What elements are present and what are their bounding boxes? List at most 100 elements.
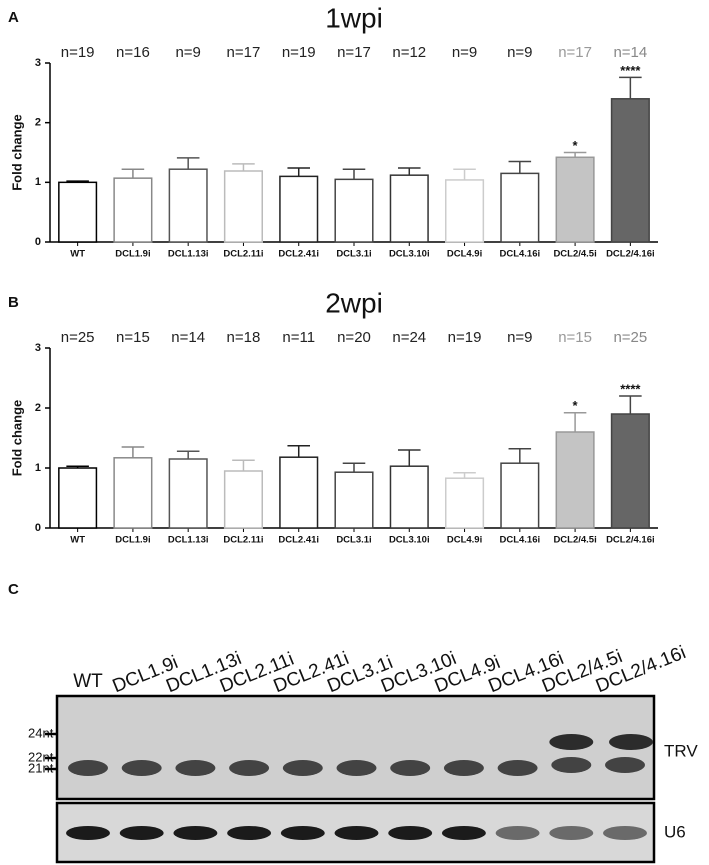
x-tick-label: DCL4.16i xyxy=(499,535,540,546)
x-tick-label: DCL2/4.16i xyxy=(606,249,655,260)
x-tick-label: DCL1.9i xyxy=(115,535,150,546)
blot-band xyxy=(441,826,486,840)
chart-title: 2wpi xyxy=(325,287,383,318)
x-tick-label: DCL3.1i xyxy=(336,535,371,546)
x-tick-label: DCL4.9i xyxy=(447,249,482,260)
n-label: n=25 xyxy=(613,329,647,346)
blot-band xyxy=(66,826,110,840)
significance: * xyxy=(573,398,579,413)
lane-label: WT xyxy=(73,671,103,692)
y-tick-label: 3 xyxy=(35,342,41,354)
blot-band xyxy=(605,757,645,773)
n-label: n=16 xyxy=(116,44,150,61)
panel-label: A xyxy=(8,9,19,26)
blot-band xyxy=(121,760,162,776)
blot-band xyxy=(603,826,647,840)
x-tick-label: DCL2/4.16i xyxy=(606,535,655,546)
n-label: n=9 xyxy=(452,44,477,61)
y-tick-label: 2 xyxy=(35,402,41,414)
x-tick-label: DCL3.1i xyxy=(336,249,371,260)
blot-band xyxy=(551,757,592,773)
x-tick-label: DCL4.16i xyxy=(499,249,540,260)
n-label: n=15 xyxy=(116,329,150,346)
n-label: n=17 xyxy=(337,44,371,61)
n-label: n=11 xyxy=(282,329,315,346)
n-label: n=9 xyxy=(175,44,200,61)
n-label: n=18 xyxy=(227,329,261,346)
bar xyxy=(445,179,485,243)
bar xyxy=(389,465,429,529)
chart-title: 1wpi xyxy=(325,2,383,33)
y-axis-label: Fold change xyxy=(9,400,24,477)
blot-band xyxy=(173,826,218,840)
bar xyxy=(223,470,263,529)
blot-band xyxy=(227,826,272,840)
blot-band xyxy=(549,734,594,750)
x-tick-label: DCL2.11i xyxy=(223,249,263,260)
row-label: U6 xyxy=(664,822,686,841)
n-label: n=12 xyxy=(392,44,426,61)
n-label: n=25 xyxy=(61,329,95,346)
x-tick-label: DCL1.9i xyxy=(115,249,150,260)
y-tick-label: 2 xyxy=(35,117,41,129)
bar xyxy=(279,175,319,243)
blot-band xyxy=(119,826,164,840)
blot-band xyxy=(443,760,484,776)
y-tick-label: 0 xyxy=(35,236,41,248)
blot-band xyxy=(609,734,653,750)
bar xyxy=(555,431,595,529)
blot-band xyxy=(280,826,325,840)
x-tick-label: DCL3.10i xyxy=(389,249,430,260)
marker-label: 22nt xyxy=(28,749,54,764)
blot-band xyxy=(68,760,108,776)
blot-band xyxy=(175,760,216,776)
x-tick-label: DCL4.9i xyxy=(447,535,482,546)
bar xyxy=(334,471,374,529)
x-tick-label: DCL1.13i xyxy=(168,535,209,546)
bar xyxy=(610,413,650,529)
n-label: n=19 xyxy=(448,329,482,346)
n-label: n=17 xyxy=(558,44,592,61)
x-tick-label: DCL2/4.5i xyxy=(553,535,596,546)
bar xyxy=(223,170,263,243)
bar xyxy=(58,181,98,243)
x-tick-label: DCL2.11i xyxy=(223,535,263,546)
bar xyxy=(113,457,153,529)
n-label: n=14 xyxy=(613,44,647,61)
marker-label: 21nt xyxy=(28,760,54,775)
blot-band xyxy=(229,760,270,776)
significance: **** xyxy=(620,63,641,78)
bar xyxy=(610,98,650,243)
y-tick-label: 0 xyxy=(35,522,41,534)
bar xyxy=(334,178,374,243)
x-tick-label: DCL2.41i xyxy=(278,535,319,546)
bar xyxy=(168,458,208,529)
x-tick-label: DCL1.13i xyxy=(168,249,209,260)
n-label: n=14 xyxy=(171,329,205,346)
bar xyxy=(279,456,319,529)
bar xyxy=(555,156,595,243)
bar xyxy=(113,177,153,243)
blot-band xyxy=(334,826,379,840)
x-tick-label: WT xyxy=(70,249,85,260)
n-label: n=15 xyxy=(558,329,592,346)
row-label: TRV xyxy=(664,741,698,760)
n-label: n=24 xyxy=(392,329,426,346)
n-label: n=9 xyxy=(507,44,532,61)
y-axis-label: Fold change xyxy=(9,114,24,191)
bar xyxy=(168,168,208,243)
significance: * xyxy=(573,138,579,153)
blot-band xyxy=(388,826,433,840)
panel-label: B xyxy=(8,294,19,311)
n-label: n=19 xyxy=(282,44,316,61)
blot-band xyxy=(390,760,431,776)
x-tick-label: DCL2/4.5i xyxy=(553,249,596,260)
y-tick-label: 3 xyxy=(35,57,41,69)
bar xyxy=(500,172,540,243)
panel-label: C xyxy=(8,581,19,598)
bar xyxy=(445,477,485,529)
n-label: n=19 xyxy=(61,44,95,61)
blot-band xyxy=(282,760,323,776)
blot-band xyxy=(497,760,538,776)
